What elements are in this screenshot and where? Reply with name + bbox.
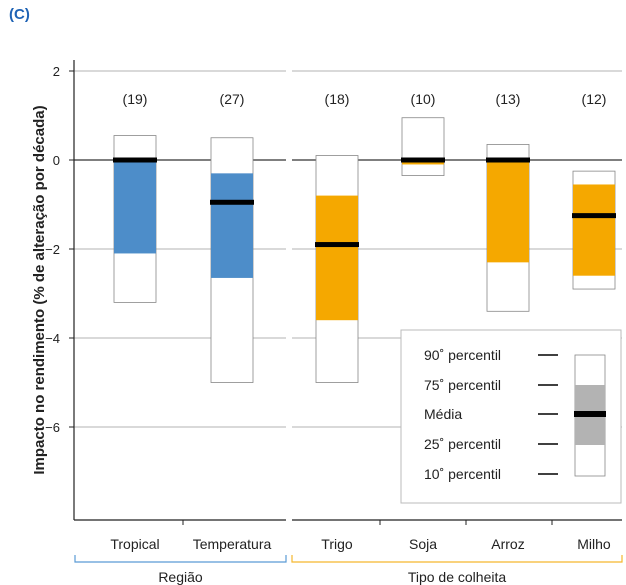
median-bar-trigo — [315, 242, 359, 248]
median-bar-arroz — [486, 157, 530, 163]
legend-item-label: Média — [424, 406, 462, 422]
group-label: Região — [158, 569, 203, 585]
legend-item-label: 25˚ percentil — [424, 436, 501, 452]
category-label: Milho — [577, 536, 611, 552]
y-tick-label: 2 — [53, 64, 60, 79]
panel-divider — [286, 58, 292, 524]
axis-layer — [69, 58, 623, 563]
y-axis-label: Impacto no rendimento (% de alteração po… — [31, 105, 48, 474]
box-iqr-milho — [573, 184, 615, 276]
group-label: Tipo de colheita — [408, 569, 507, 585]
category-label: Soja — [409, 536, 437, 552]
group-bracket — [291, 555, 623, 563]
y-tick-label: −6 — [45, 420, 60, 435]
category-label: Trigo — [321, 536, 353, 552]
median-bar-soja — [401, 157, 445, 163]
sample-count: (13) — [496, 91, 521, 107]
category-label: Temperatura — [193, 536, 272, 552]
y-tick-label: −4 — [45, 331, 60, 346]
sample-count: (18) — [325, 91, 350, 107]
median-bar-milho — [572, 213, 616, 219]
box-iqr-tropical — [114, 160, 156, 254]
box-iqr-arroz — [487, 160, 529, 263]
legend-item-label: 75˚ percentil — [424, 377, 501, 393]
sample-count: (19) — [123, 91, 148, 107]
sample-count: (27) — [220, 91, 245, 107]
category-label: Tropical — [110, 536, 159, 552]
box-layer — [113, 117, 616, 383]
legend-item-label: 10˚ percentil — [424, 466, 501, 482]
sample-count: (10) — [411, 91, 436, 107]
legend-item-label: 90˚ percentil — [424, 347, 501, 363]
panel-label: (C) — [9, 6, 30, 23]
y-tick-label: −2 — [45, 242, 60, 257]
box-whisker-soja — [401, 117, 445, 176]
legend-sample-median — [574, 411, 606, 417]
label-layer: 2 0 −2 −4 −6 (19) Tropical (27) Temperatura (18) T… — [31, 64, 611, 585]
box-iqr-temperatura — [211, 173, 253, 278]
category-label: Arroz — [491, 536, 524, 552]
y-tick-label: 0 — [53, 153, 60, 168]
group-bracket — [74, 555, 287, 563]
box-iqr-trigo — [316, 195, 358, 321]
legend: 90˚ percentil 75˚ percentil Média 25˚ perce… — [400, 329, 622, 504]
sample-count: (12) — [582, 91, 607, 107]
median-bar-tropical — [113, 157, 157, 163]
median-bar-temperatura — [210, 199, 254, 205]
